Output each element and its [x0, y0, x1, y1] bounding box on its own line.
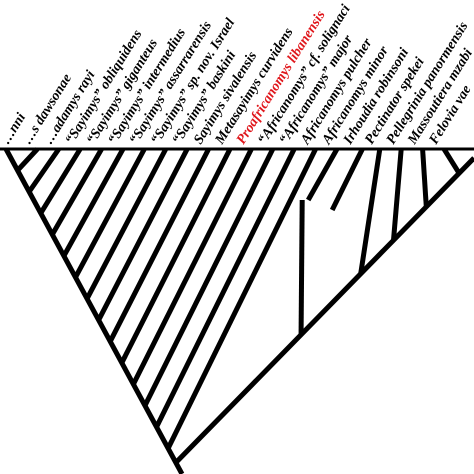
taxon-labels: …nni…s dawsonae…adamys rayi“Sayimys” obl… — [0, 2, 474, 148]
branch-tip-8 — [84, 147, 169, 300]
branch-tip-21 — [441, 147, 462, 175]
branch-tip-17 — [329, 147, 365, 212]
branch-tip-3 — [27, 147, 61, 194]
branch-internal-a — [298, 199, 305, 335]
branch-tip-10 — [107, 147, 211, 343]
branch-tip-20 — [420, 148, 429, 207]
branch-tip-9 — [96, 147, 190, 322]
branch-left-spine — [3, 147, 185, 474]
branch-tip-2 — [15, 147, 40, 173]
branch-tip-11 — [119, 147, 233, 364]
branch-tip-18 — [358, 148, 383, 275]
branch-tip-5 — [50, 147, 104, 236]
branch-tip-14 — [154, 147, 297, 429]
branch-tip-7 — [73, 147, 147, 279]
branch-tip-19 — [391, 148, 404, 241]
branch-tip-4 — [38, 147, 83, 215]
branch-tip-13 — [142, 147, 276, 407]
branches — [3, 147, 474, 474]
branch-tip-16 — [306, 147, 340, 202]
branch-tip-6 — [61, 147, 126, 258]
branch-tip-12 — [131, 147, 254, 386]
branch-right-spine — [174, 156, 474, 465]
branch-tip-15 — [165, 147, 318, 450]
